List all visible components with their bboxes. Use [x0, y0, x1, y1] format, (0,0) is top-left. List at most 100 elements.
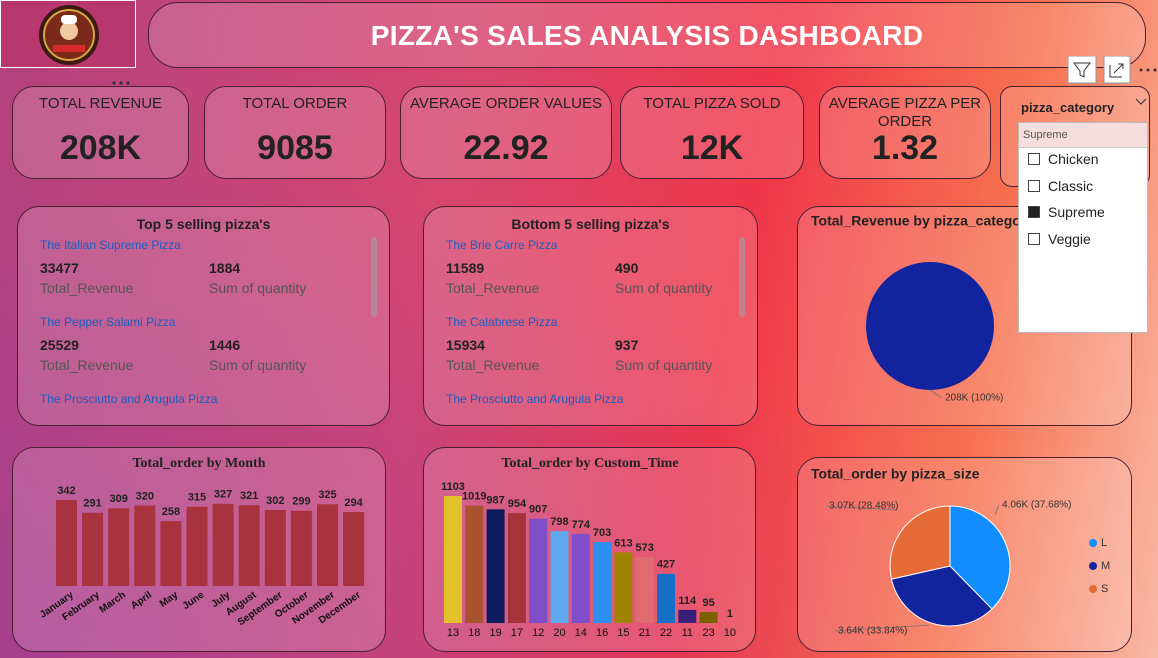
- quantity-label: Sum of quantity: [209, 280, 307, 296]
- data-label: 315: [188, 492, 206, 504]
- data-label: 987: [486, 494, 504, 506]
- visual-toolbar: [1067, 55, 1158, 84]
- bar: [82, 512, 104, 586]
- data-label: 327: [214, 489, 232, 501]
- bar: [212, 503, 234, 586]
- quantity-label: Sum of quantity: [615, 357, 713, 373]
- legend-marker: [1089, 562, 1097, 570]
- more-options: [108, 76, 134, 90]
- x-tick-label: 23: [702, 627, 714, 639]
- dashboard-title: PIZZA'S SALES ANALYSIS DASHBOARD: [370, 20, 924, 51]
- quantity-label: Sum of quantity: [615, 280, 713, 296]
- pizza-name: The Calabrese Pizza: [446, 315, 558, 329]
- header-card: PIZZA'S SALES ANALYSIS DASHBOARD: [148, 2, 1146, 68]
- data-label: 774: [572, 519, 591, 531]
- data-label: 1019: [462, 491, 486, 503]
- bar: [678, 609, 697, 623]
- revenue-value: 15934: [446, 337, 485, 353]
- bar: [699, 612, 718, 623]
- pie-slice: [890, 565, 993, 627]
- kpi-value: 9085: [257, 129, 333, 167]
- quantity-label: Sum of quantity: [209, 357, 307, 373]
- checkbox[interactable]: [1028, 179, 1040, 192]
- legend-label: S: [1101, 583, 1108, 595]
- list-card: Bottom 5 selling pizza's The Brie Carre P…: [423, 206, 758, 426]
- slicer-search[interactable]: Supreme: [1019, 123, 1147, 148]
- list-title: Top 5 selling pizza's: [136, 216, 271, 232]
- data-label: 427: [657, 559, 675, 571]
- data-label: 3.07K (28.48%): [829, 501, 899, 512]
- kpi-label: TOTAL ORDER: [242, 95, 348, 112]
- bar: [465, 505, 484, 623]
- chart-title: Total_order by pizza_size: [811, 466, 980, 482]
- bar: [507, 513, 526, 623]
- pizza-name: The Prosciutto and Arugula Pizza: [446, 392, 624, 406]
- data-label: 299: [292, 496, 310, 508]
- pizza-name: The Prosciutto and Arugula Pizza: [40, 392, 218, 406]
- checkbox[interactable]: [1028, 153, 1040, 165]
- pie-slice: [889, 505, 951, 580]
- data-label: 321: [240, 490, 258, 502]
- bar: [238, 505, 260, 586]
- data-label: 95: [702, 597, 714, 609]
- leader-line: [994, 504, 1000, 516]
- pie-slice: [866, 262, 994, 390]
- bar: [264, 510, 286, 586]
- dots-icon[interactable]: [108, 76, 134, 90]
- kpi-value: 22.92: [463, 129, 549, 167]
- chevron: [1135, 97, 1147, 110]
- scrollbar: [371, 237, 377, 317]
- x-tick-label: May: [158, 589, 181, 609]
- x-tick-label: 19: [489, 627, 501, 639]
- checkbox[interactable]: [1028, 206, 1040, 218]
- data-label: 613: [614, 537, 632, 549]
- leader-line: [929, 389, 943, 399]
- revenue-value: 25529: [40, 337, 79, 353]
- data-label: 907: [529, 503, 547, 515]
- x-tick-label: 22: [660, 627, 672, 639]
- bar: [486, 509, 505, 623]
- revenue-label: Total_Revenue: [446, 280, 540, 296]
- checkbox[interactable]: [1028, 232, 1040, 245]
- revenue-value: 11589: [446, 260, 485, 276]
- data-label: 573: [636, 542, 654, 554]
- kpi-label: AVERAGE ORDER VALUES: [410, 95, 602, 112]
- data-label: 1103: [441, 481, 465, 493]
- logo: [39, 5, 99, 65]
- legend-label: L: [1101, 537, 1107, 549]
- pizza-name: The Italian Supreme Pizza: [40, 238, 181, 252]
- kpi-card: AVERAGE ORDER VALUES 22.92: [400, 86, 612, 179]
- logo-box: [0, 0, 136, 68]
- x-tick-label: April: [129, 589, 154, 611]
- bar: [571, 533, 590, 623]
- bar: [290, 510, 312, 586]
- bar: [593, 542, 612, 623]
- data-label: 3.64K (33.84%): [838, 626, 908, 637]
- option-label: Supreme: [1048, 204, 1105, 220]
- toolbar-icons[interactable]: [1067, 55, 1158, 84]
- data-label: 294: [344, 497, 363, 509]
- kpi-value: 208K: [59, 129, 142, 167]
- legend-marker: [1089, 539, 1097, 547]
- data-label: 325: [318, 489, 336, 501]
- revenue-label: Total_Revenue: [446, 357, 540, 373]
- kpi-card: TOTAL REVENUE 208K: [12, 86, 189, 179]
- data-label: 798: [550, 516, 568, 528]
- revenue-label: Total_Revenue: [40, 280, 134, 296]
- bar: [343, 512, 365, 586]
- x-tick-label: 20: [553, 627, 565, 639]
- data-label: 309: [110, 493, 128, 505]
- x-tick-label: 17: [511, 627, 523, 639]
- bar: [635, 557, 654, 623]
- logo-face: [60, 22, 78, 40]
- leader-line: [834, 624, 931, 632]
- revenue-label: Total_Revenue: [40, 357, 134, 373]
- quantity-value: 490: [615, 260, 639, 276]
- logo-hat: [61, 15, 77, 24]
- chevron-icon[interactable]: [1135, 97, 1147, 107]
- revenue-value: 33477: [40, 260, 79, 276]
- x-tick-label: 10: [724, 627, 736, 639]
- kpi-value: 1.32: [871, 129, 939, 167]
- quantity-value: 1446: [209, 337, 241, 353]
